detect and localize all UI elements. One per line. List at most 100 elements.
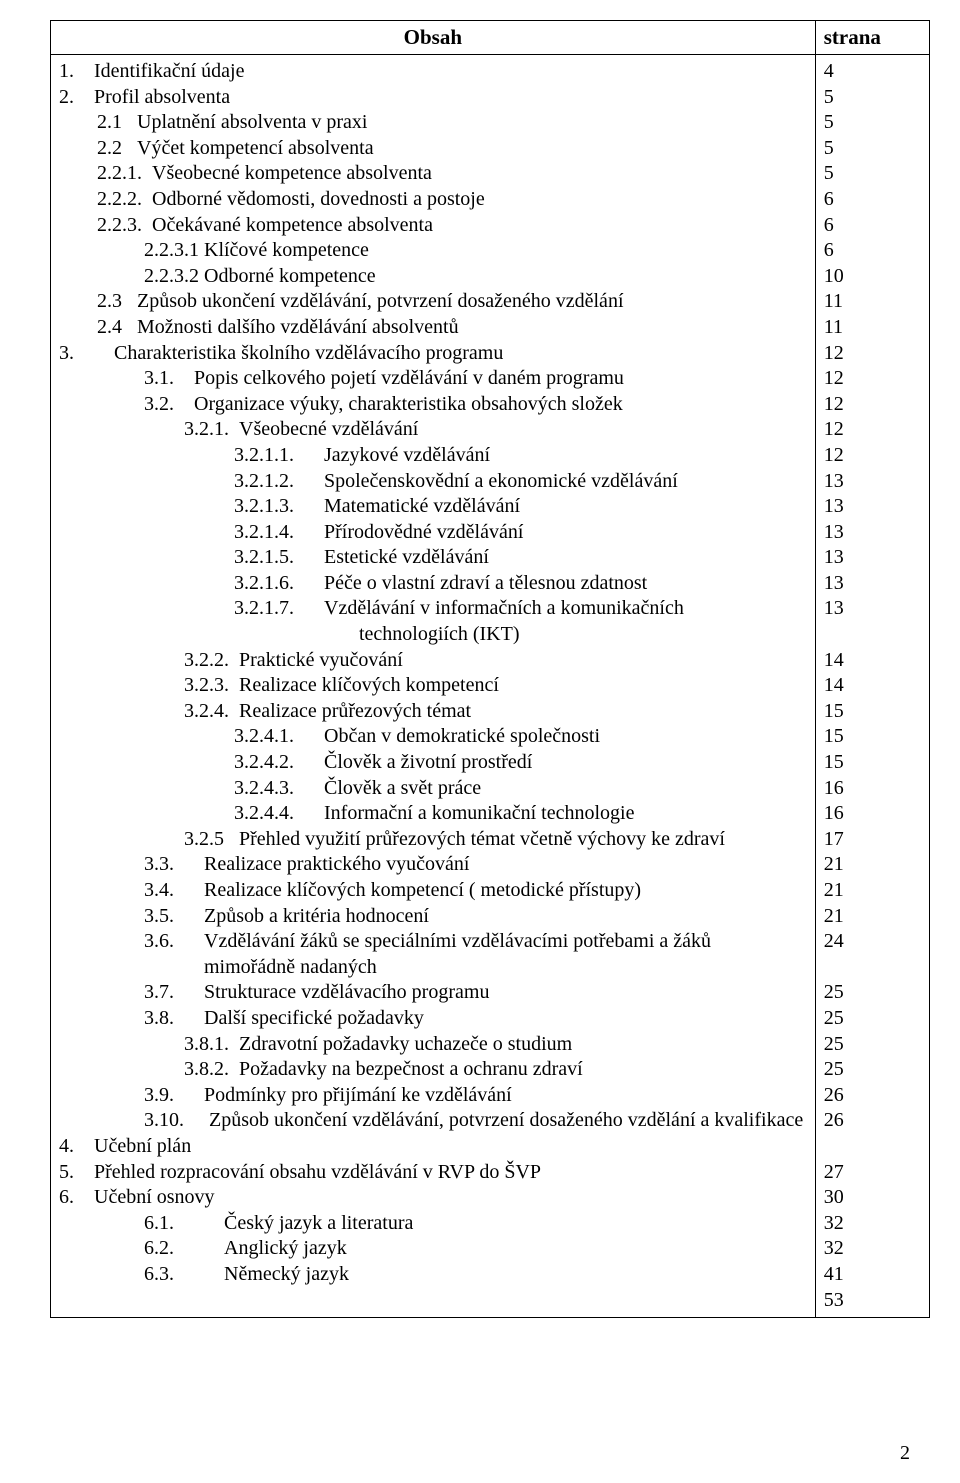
toc-page: 13: [824, 494, 921, 520]
toc-page: 21: [824, 904, 921, 930]
toc-page: 26: [824, 1108, 921, 1134]
toc-line: 3.5. Způsob a kritéria hodnocení: [59, 904, 807, 930]
toc-line: 3.2.1.2. Společenskovědní a ekonomické v…: [59, 469, 807, 495]
toc-line: 2.2.3. Očekávané kompetence absolventa: [59, 213, 807, 239]
toc-line: 3.2.3. Realizace klíčových kompetencí: [59, 673, 807, 699]
toc-text: Člověk a svět práce: [324, 776, 807, 802]
toc-text: Praktické vyučování: [239, 648, 807, 674]
toc-number: 1.: [59, 59, 94, 85]
toc-page: 12: [824, 341, 921, 367]
toc-number: 2.2.3.2: [144, 264, 204, 290]
toc-line: 3.2.4.4. Informační a komunikační techno…: [59, 801, 807, 827]
toc-number: 3.2.: [144, 392, 194, 418]
page-number-bottom: 2: [900, 1442, 910, 1465]
toc-text: Jazykové vzdělávání: [324, 443, 807, 469]
toc-text: Vzdělávání v informačních a komunikačníc…: [324, 596, 807, 622]
toc-number: 2.2.3.: [97, 213, 152, 239]
toc-page: 21: [824, 852, 921, 878]
toc-number: 3.3.: [144, 852, 204, 878]
toc-number: 3.10.: [144, 1108, 209, 1134]
toc-text: Německý jazyk: [224, 1262, 807, 1288]
toc-text: Informační a komunikační technologie: [324, 801, 807, 827]
toc-line: 3.2.1. Všeobecné vzdělávání: [59, 417, 807, 443]
toc-number: 2.: [59, 85, 94, 111]
toc-page: 25: [824, 1006, 921, 1032]
toc-line: 3.2.1.3. Matematické vzdělávání: [59, 494, 807, 520]
toc-text: Realizace průřezových témat: [239, 699, 807, 725]
toc-number: 6.1.: [144, 1211, 224, 1237]
toc-page: 12: [824, 366, 921, 392]
toc-page: 16: [824, 801, 921, 827]
toc-number: 3.2.4.1.: [234, 724, 324, 750]
toc-text: Způsob ukončení vzdělávání, potvrzení do…: [137, 289, 807, 315]
toc-line: 3.2.5 Přehled využití průřezových témat …: [59, 827, 807, 853]
toc-number: 3.2.4.: [184, 699, 239, 725]
toc-line: 3.2.1.6. Péče o vlastní zdraví a tělesno…: [59, 571, 807, 597]
toc-text: Společenskovědní a ekonomické vzdělávání: [324, 469, 807, 495]
toc-page: 11: [824, 315, 921, 341]
toc-page: 12: [824, 417, 921, 443]
toc-number: 3.: [59, 341, 114, 367]
toc-number: 2.2.2.: [97, 187, 152, 213]
toc-line: 3.4. Realizace klíčových kompetencí ( me…: [59, 878, 807, 904]
toc-number: 3.9.: [144, 1083, 204, 1109]
toc-text: Odborné vědomosti, dovednosti a postoje: [152, 187, 807, 213]
toc-line: 2.1 Uplatnění absolventa v praxi: [59, 110, 807, 136]
toc-text: Estetické vzdělávání: [324, 545, 807, 571]
toc-line: 3.2.1.4. Přírodovědné vzdělávání: [59, 520, 807, 546]
toc-page: 41: [824, 1262, 921, 1288]
toc-text: Matematické vzdělávání: [324, 494, 807, 520]
toc-page: 5: [824, 161, 921, 187]
toc-text: Přehled využití průřezových témat včetně…: [239, 827, 807, 853]
toc-line: 3.8.2. Požadavky na bezpečnost a ochranu…: [59, 1057, 807, 1083]
toc-text: Profil absolventa: [94, 85, 807, 111]
toc-number: 2.2.3.1: [144, 238, 204, 264]
toc-number: 6.3.: [144, 1262, 224, 1288]
toc-text: Uplatnění absolventa v praxi: [137, 110, 807, 136]
toc-line: technologiích (IKT): [59, 622, 807, 648]
toc-text: Péče o vlastní zdraví a tělesnou zdatnos…: [324, 571, 807, 597]
toc-number: 3.2.1.5.: [234, 545, 324, 571]
toc-line: 3.2.4.2. Člověk a životní prostředí: [59, 750, 807, 776]
toc-content-column: 1. Identifikační údaje2. Profil absolven…: [59, 59, 807, 1288]
toc-number: 3.2.4.3.: [234, 776, 324, 802]
toc-line: 1. Identifikační údaje: [59, 59, 807, 85]
toc-line: 3.1. Popis celkového pojetí vzdělávání v…: [59, 366, 807, 392]
toc-number: 3.2.4.4.: [234, 801, 324, 827]
toc-text: Organizace výuky, charakteristika obsaho…: [194, 392, 807, 418]
toc-number: 6.2.: [144, 1236, 224, 1262]
toc-page: 21: [824, 878, 921, 904]
toc-page: 13: [824, 545, 921, 571]
toc-number: 3.8.2.: [184, 1057, 239, 1083]
toc-number: 2.2.1.: [97, 161, 152, 187]
toc-number: 3.4.: [144, 878, 204, 904]
toc-number: 6.: [59, 1185, 94, 1211]
toc-text: Další specifické požadavky: [204, 1006, 807, 1032]
toc-number: 2.3: [97, 289, 137, 315]
toc-text: Identifikační údaje: [94, 59, 807, 85]
toc-page-spacer: [824, 955, 921, 981]
toc-line: 2.2.1. Všeobecné kompetence absolventa: [59, 161, 807, 187]
toc-page: 27: [824, 1160, 921, 1186]
toc-line: 3.2.1.1. Jazykové vzdělávání: [59, 443, 807, 469]
toc-line: 3.3. Realizace praktického vyučování: [59, 852, 807, 878]
toc-text: Všeobecné kompetence absolventa: [152, 161, 807, 187]
toc-content-cell: 1. Identifikační údaje2. Profil absolven…: [51, 55, 816, 1318]
toc-text: Realizace praktického vyučování: [204, 852, 807, 878]
toc-text: Člověk a životní prostředí: [324, 750, 807, 776]
toc-text: Možnosti dalšího vzdělávání absolventů: [137, 315, 807, 341]
toc-text: Vzdělávání žáků se speciálními vzdělávac…: [204, 929, 807, 980]
toc-number: 3.2.1.2.: [234, 469, 324, 495]
toc-number: 3.2.1.1.: [234, 443, 324, 469]
toc-line: 3.2.4.3. Člověk a svět práce: [59, 776, 807, 802]
toc-line: 3.2.2. Praktické vyučování: [59, 648, 807, 674]
toc-line: 3.10. Způsob ukončení vzdělávání, potvrz…: [59, 1108, 807, 1134]
toc-line: 6.2. Anglický jazyk: [59, 1236, 807, 1262]
toc-number: 3.2.1.6.: [234, 571, 324, 597]
content-title: Obsah: [404, 25, 462, 49]
toc-number: 3.2.1.: [184, 417, 239, 443]
toc-number: 3.2.4.2.: [234, 750, 324, 776]
toc-number: 3.2.1.7.: [234, 596, 324, 622]
toc-page-cell: 455556661011111212121212131313131313 141…: [815, 55, 929, 1318]
toc-number: 3.6.: [144, 929, 204, 980]
